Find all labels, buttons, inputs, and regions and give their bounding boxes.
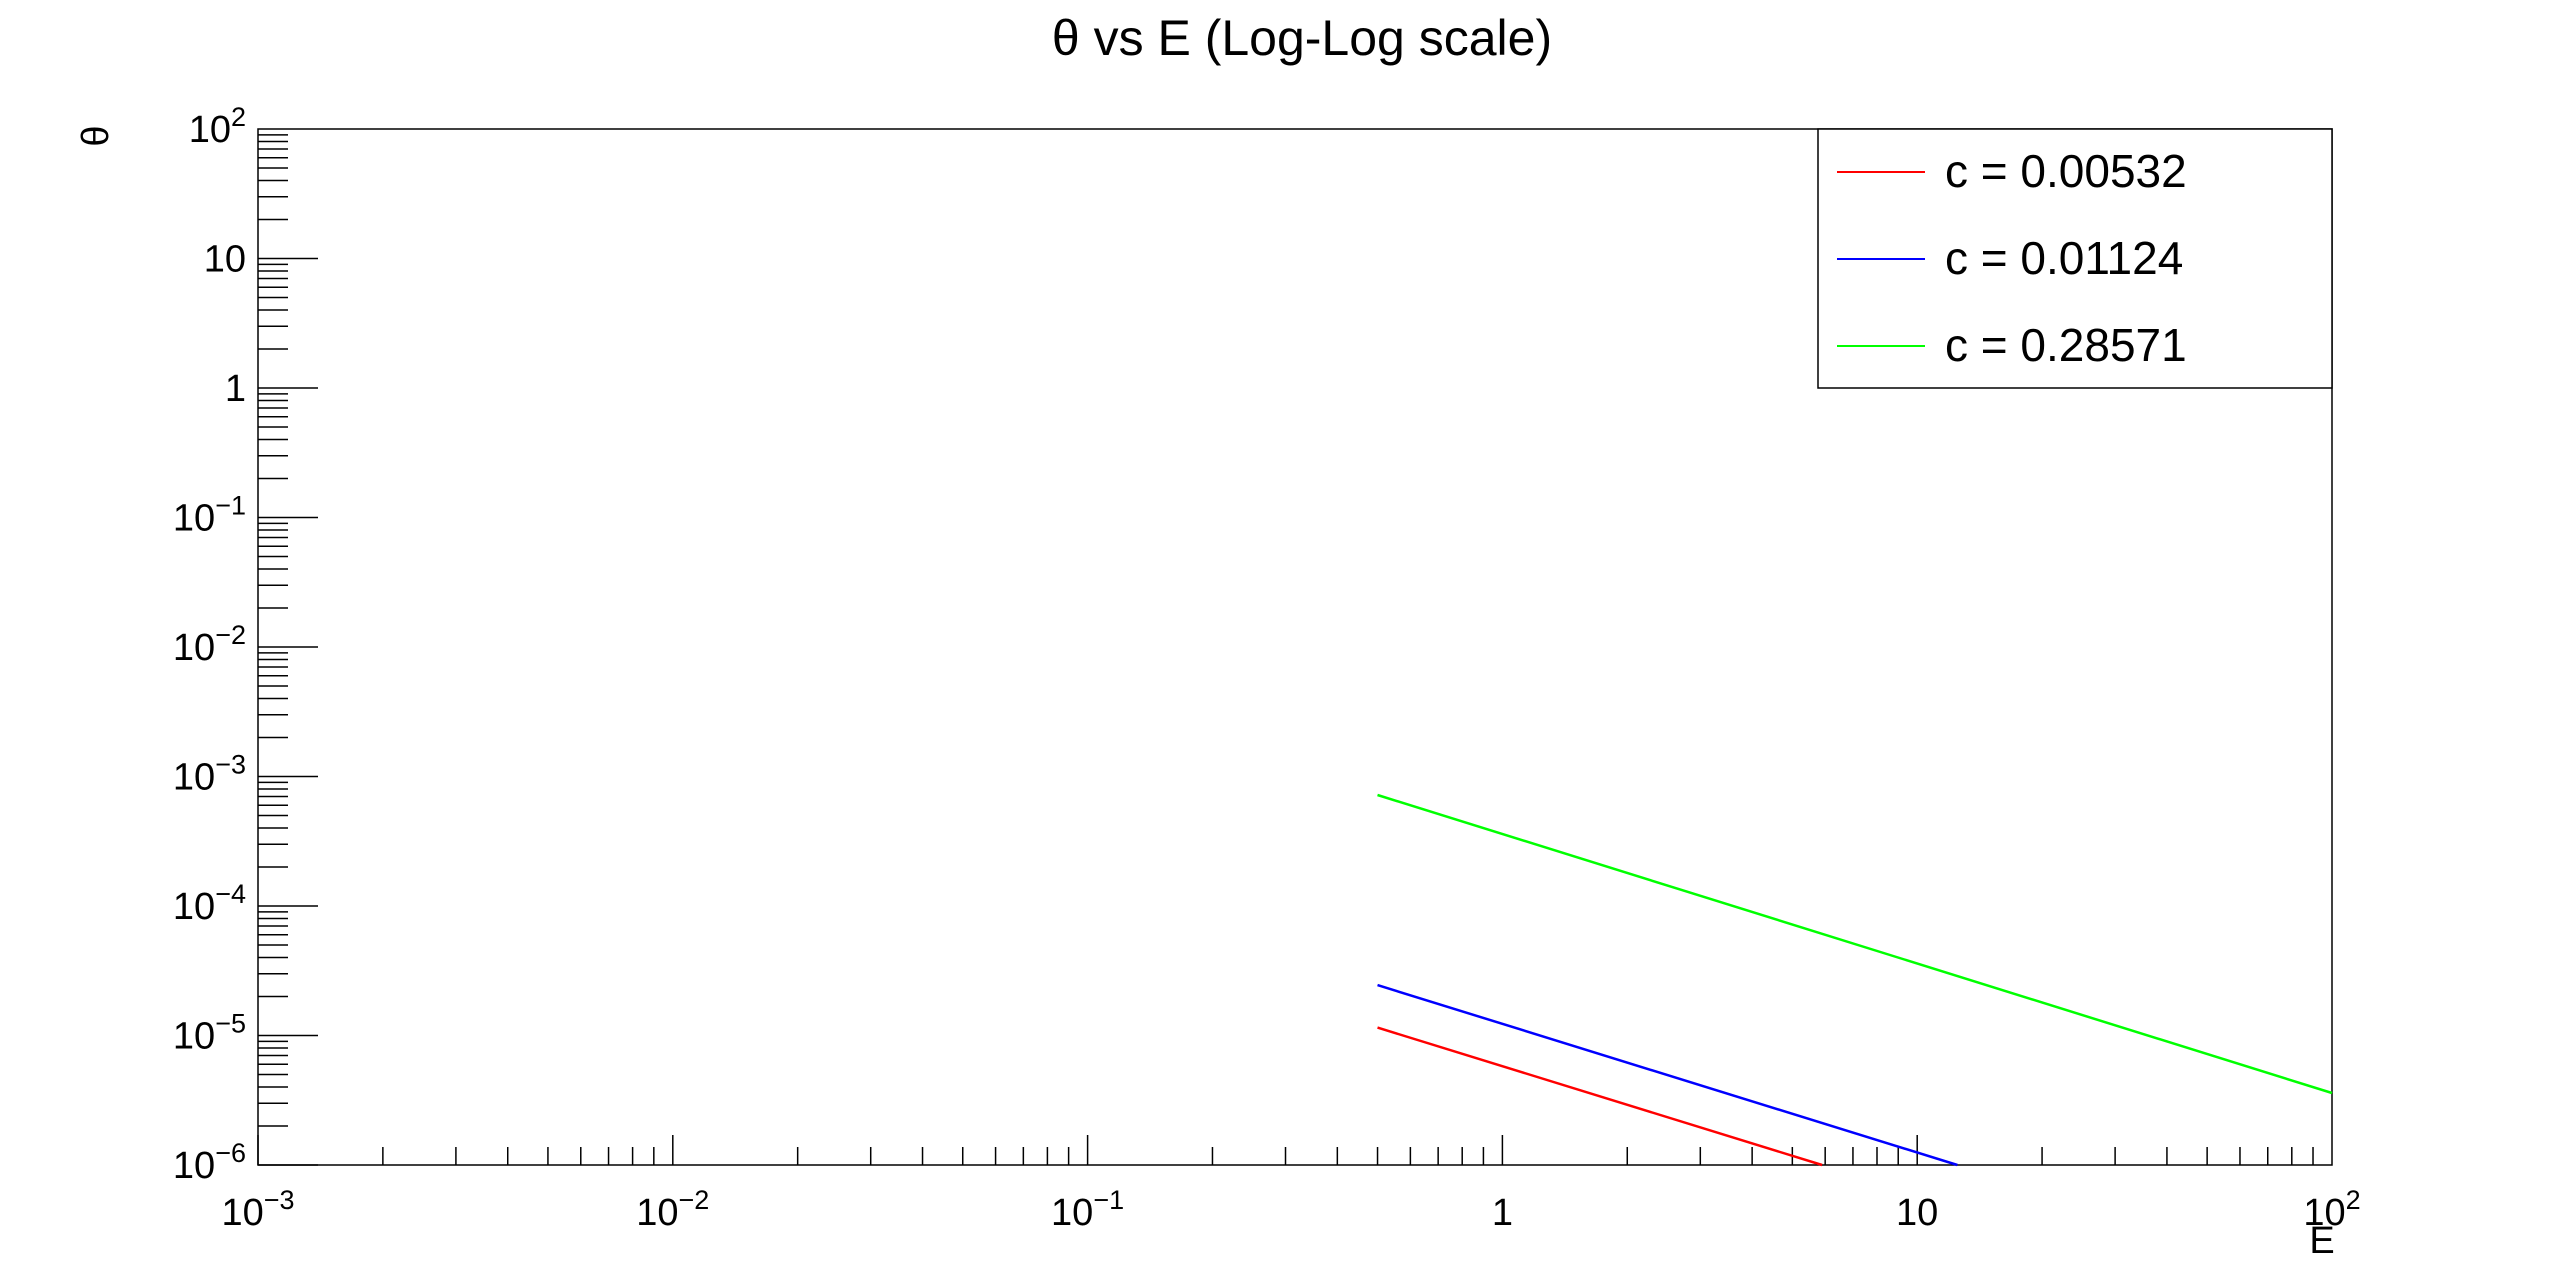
y-tick-label: 102 bbox=[189, 102, 246, 151]
legend-label-2: c = 0.28571 bbox=[1945, 319, 2187, 371]
y-tick-label: 10−4 bbox=[173, 879, 246, 928]
minor-ticks bbox=[257, 134, 2314, 1166]
y-tick-labels: 10−6 10−5 10−4 10−3 10−2 10−1 1 10 102 bbox=[173, 102, 246, 1187]
legend-label-0: c = 0.00532 bbox=[1945, 145, 2187, 197]
series-line-1 bbox=[1377, 983, 1958, 1167]
x-tick-label: 10 bbox=[1896, 1192, 1938, 1234]
x-tick-label: 10−1 bbox=[1051, 1185, 1124, 1234]
x-tick-label: 102 bbox=[2303, 1185, 2360, 1234]
chart-title: θ vs E (Log-Log scale) bbox=[1052, 10, 1552, 66]
series-line-0 bbox=[1377, 1026, 1823, 1167]
y-tick-label: 10−5 bbox=[173, 1009, 246, 1058]
legend: c = 0.00532 c = 0.01124 c = 0.28571 bbox=[1817, 128, 2333, 389]
x-tick-labels: 10−3 10−2 10−1 1 10 102 bbox=[221, 1185, 2360, 1234]
y-tick-label: 10−3 bbox=[173, 750, 246, 799]
y-tick-label: 1 bbox=[225, 368, 246, 410]
legend-label-1: c = 0.01124 bbox=[1945, 232, 2183, 284]
x-tick-label: 10−3 bbox=[221, 1185, 294, 1234]
y-axis-label: θ bbox=[75, 125, 117, 146]
x-tick-label: 1 bbox=[1492, 1192, 1513, 1234]
x-axis-label: E bbox=[2309, 1220, 2334, 1262]
y-tick-label: 10 bbox=[204, 239, 246, 281]
series-lines bbox=[1377, 793, 2333, 1167]
y-tick-label: 10−2 bbox=[173, 620, 246, 669]
y-tick-label: 10−6 bbox=[173, 1138, 246, 1187]
x-tick-label: 10−2 bbox=[636, 1185, 709, 1234]
y-tick-label: 10−1 bbox=[173, 491, 246, 540]
series-line-2 bbox=[1377, 793, 2333, 1095]
